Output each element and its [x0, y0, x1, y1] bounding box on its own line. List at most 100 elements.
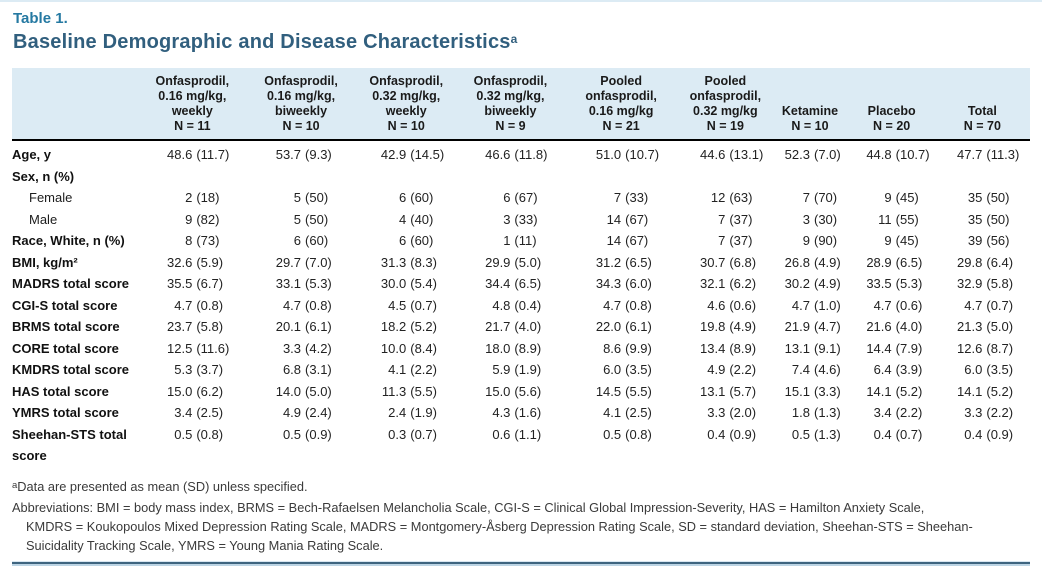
footnotes: aData are presented as mean (SD) unless …	[12, 477, 1030, 555]
sd-value: (73)	[196, 233, 220, 248]
bottom-rule	[12, 560, 1030, 566]
sd-value: (3.3)	[813, 383, 841, 399]
table-cell	[458, 166, 563, 188]
sd-value: (2.0)	[729, 405, 757, 420]
table-row: CGI-S total score 4.7 (0.8) 4.7 (0.8) 4.5 (0.7…	[12, 295, 1030, 317]
cell-value: 35 (50)	[935, 209, 1030, 231]
sd-value: (11.3)	[986, 147, 1020, 162]
header-line: Onfasprodil,	[155, 74, 230, 88]
mean-value: 19.8	[700, 319, 726, 334]
sd-value: (4.9)	[813, 276, 841, 291]
table-cell: 21.9 (4.7)	[771, 316, 848, 338]
table-cell	[563, 166, 679, 188]
sd-value: (50)	[305, 190, 329, 205]
cell-value: 4.7 (0.8)	[563, 295, 679, 317]
table-cell: 7 (33)	[563, 187, 679, 209]
table-cell: 44.6 (13.1)	[679, 140, 771, 166]
table-cell: 6.0 (3.5)	[935, 359, 1030, 381]
table-cell: 4.7 (0.6)	[849, 295, 935, 317]
mean-value: 33.1	[275, 276, 302, 291]
cell-value: 4.7 (0.8)	[137, 295, 247, 317]
mean-value: 47.7	[957, 147, 983, 162]
mean-value: 12	[710, 190, 726, 205]
table-cell: 33.5 (5.3)	[849, 273, 935, 295]
table-body: Age, y 48.6 (11.7) 53.7 (9.3) 42.9 (14.5) 46.6(…	[12, 140, 1030, 467]
cell-value: 18.0 (8.9)	[458, 338, 563, 360]
sd-value: (11.8)	[514, 147, 548, 162]
sd-value: (8.7)	[986, 340, 1014, 356]
cell-value: 31.3 (8.3)	[355, 252, 458, 274]
sd-value: (5.8)	[986, 276, 1014, 291]
sd-value: (4.7)	[813, 319, 841, 334]
table-cell: 18.2 (5.2)	[355, 316, 458, 338]
header-line: 0.16 mg/kg,	[158, 89, 227, 103]
mean-value: 34.4	[485, 276, 511, 291]
mean-value: 51.0	[595, 147, 622, 162]
table-cell: 0.5 (0.8)	[563, 424, 679, 467]
mean-value: 12.5	[167, 340, 193, 356]
mean-value: 5.3	[174, 362, 193, 377]
sd-value: (5.8)	[196, 319, 224, 334]
table-cell: 34.3 (6.0)	[563, 273, 679, 295]
mean-value: 3.4	[174, 405, 193, 420]
sd-value: (56)	[986, 233, 1010, 248]
table-title-footnote-marker: a	[510, 32, 518, 46]
mean-value: 6	[293, 233, 302, 248]
cell-value: 39 (56)	[935, 230, 1030, 252]
table-cell: 3.4 (2.2)	[849, 402, 935, 424]
mean-value: 0.3	[388, 426, 407, 442]
table-cell: 34.4 (6.5)	[458, 273, 563, 295]
sd-value: (6.2)	[196, 383, 224, 399]
table-cell: 47.7 (11.3)	[935, 140, 1030, 166]
sd-value: (4.0)	[895, 319, 923, 334]
footnote-data-note: aData are presented as mean (SD) unless …	[12, 477, 1030, 498]
cell-value: 3.3 (2.2)	[935, 402, 1030, 424]
table-cell: 3.3 (2.0)	[679, 402, 771, 424]
header-line: 0.32 mg/kg,	[372, 89, 441, 103]
table-cell: 42.9 (14.5)	[355, 140, 458, 166]
cell-value: 7 (37)	[679, 209, 771, 231]
mean-value: 0.5	[791, 426, 810, 442]
sd-value: (1.6)	[514, 405, 542, 420]
cell-value: 0.5 (0.8)	[563, 424, 679, 446]
mean-value: 53.7	[275, 147, 302, 162]
sd-value: (3.5)	[625, 362, 652, 377]
cell-value: 35.5 (6.7)	[137, 273, 247, 295]
row-label: BMI, kg/m²	[12, 254, 78, 270]
cell-value: 12.5 (11.6)	[137, 338, 247, 360]
sd-value: (11.6)	[196, 340, 230, 356]
mean-value: 14.1	[957, 383, 983, 399]
baseline-characteristics-table: Onfasprodil, 0.16 mg/kg, weekly N = 11 Onfas…	[12, 68, 1030, 467]
table-cell: 15.0 (6.2)	[137, 381, 247, 403]
sd-value: (1.1)	[514, 426, 542, 442]
mean-value: 44.8	[866, 147, 892, 162]
cell-value: 12.6 (8.7)	[935, 338, 1030, 360]
mean-value: 30.0	[380, 276, 407, 291]
cell-value: 32.6 (5.9)	[137, 252, 247, 274]
sd-value: (8.4)	[410, 340, 437, 356]
mean-value: 4.7	[282, 297, 302, 313]
footnote-data-note-text: Data are presented as mean (SD) unless s…	[17, 478, 308, 494]
header-line: 0.32 mg/kg	[693, 104, 758, 118]
table-row: HAS total score 15.0 (6.2) 14.0 (5.0) 11.3 (5.…	[12, 381, 1030, 403]
mean-value: 21.7	[485, 319, 511, 334]
table-cell	[355, 166, 458, 188]
mean-value: 5.9	[492, 362, 511, 377]
mean-value: 21.6	[866, 319, 892, 334]
mean-value: 7	[802, 190, 810, 205]
mean-value: 48.6	[167, 147, 193, 162]
sd-value: (82)	[196, 211, 220, 227]
cell-value: 29.7 (7.0)	[247, 252, 354, 274]
table-cell: 7 (37)	[679, 209, 771, 231]
sd-value: (63)	[729, 190, 753, 205]
sd-value: (55)	[895, 211, 919, 227]
cell-value: 48.6 (11.7)	[137, 144, 247, 166]
sd-value: (0.7)	[895, 426, 923, 442]
mean-value: 7.4	[791, 362, 810, 377]
sd-value: (60)	[410, 190, 434, 205]
mean-value: 0.6	[492, 426, 511, 442]
cell-value: 5 (50)	[247, 187, 354, 209]
cell-value: 11 (55)	[849, 209, 935, 231]
cell-value: 7 (37)	[679, 230, 771, 252]
cell-value: 3.3 (4.2)	[247, 338, 354, 360]
